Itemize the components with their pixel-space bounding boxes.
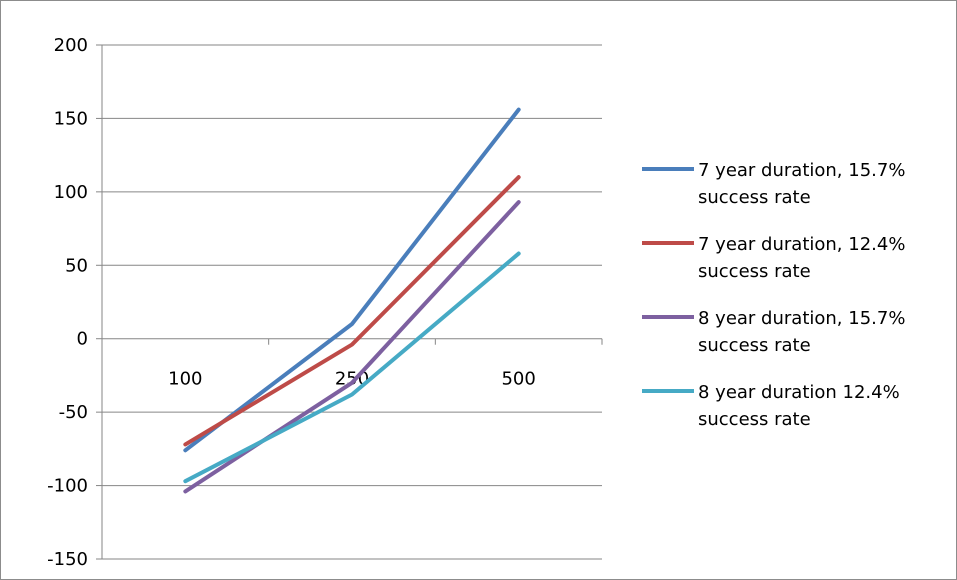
y-tick-label: -150 [47, 549, 88, 570]
legend-label: 7 year duration, 12.4% success rate [698, 234, 905, 282]
series-line-4 [183, 251, 521, 484]
legend-label-line: success rate [698, 187, 811, 208]
y-axis: 200 150 100 50 0 -50 -100 -150 [47, 35, 103, 570]
y-tick-label: 0 [77, 329, 88, 350]
legend-label-line: success rate [698, 335, 811, 356]
series-lines [183, 107, 521, 494]
series-line-3 [183, 200, 521, 494]
legend-entry: 7 year duration, 15.7% success rate [642, 160, 905, 208]
legend-entry: 7 year duration, 12.4% success rate [642, 234, 905, 282]
legend-entry: 8 year duration 12.4% success rate [642, 382, 900, 430]
legend-label: 7 year duration, 15.7% success rate [698, 160, 905, 208]
y-tick-label: 200 [54, 35, 88, 56]
legend-label-line: success rate [698, 409, 811, 430]
x-axis: 100 250 500 [101, 338, 603, 390]
x-tick-label: 100 [168, 369, 202, 390]
gridlines [102, 44, 602, 560]
legend-label-line: 7 year duration, 15.7% [698, 160, 905, 181]
legend-label: 8 year duration, 15.7% success rate [698, 308, 905, 356]
x-tick-label: 500 [501, 369, 535, 390]
legend-label-line: success rate [698, 261, 811, 282]
y-tick-label: 150 [54, 108, 88, 129]
series-line-1 [183, 107, 521, 453]
legend-label: 8 year duration 12.4% success rate [698, 382, 900, 430]
y-tick-label: 100 [54, 182, 88, 203]
legend-label-line: 8 year duration, 15.7% [698, 308, 905, 329]
y-tick-label: -50 [59, 402, 88, 423]
legend-label-line: 8 year duration 12.4% [698, 382, 900, 403]
legend-label-line: 7 year duration, 12.4% [698, 234, 905, 255]
legend-entry: 8 year duration, 15.7% success rate [642, 308, 905, 356]
series-line-2 [183, 175, 521, 447]
y-tick-label: 50 [65, 255, 88, 276]
y-tick-label: -100 [47, 476, 88, 497]
